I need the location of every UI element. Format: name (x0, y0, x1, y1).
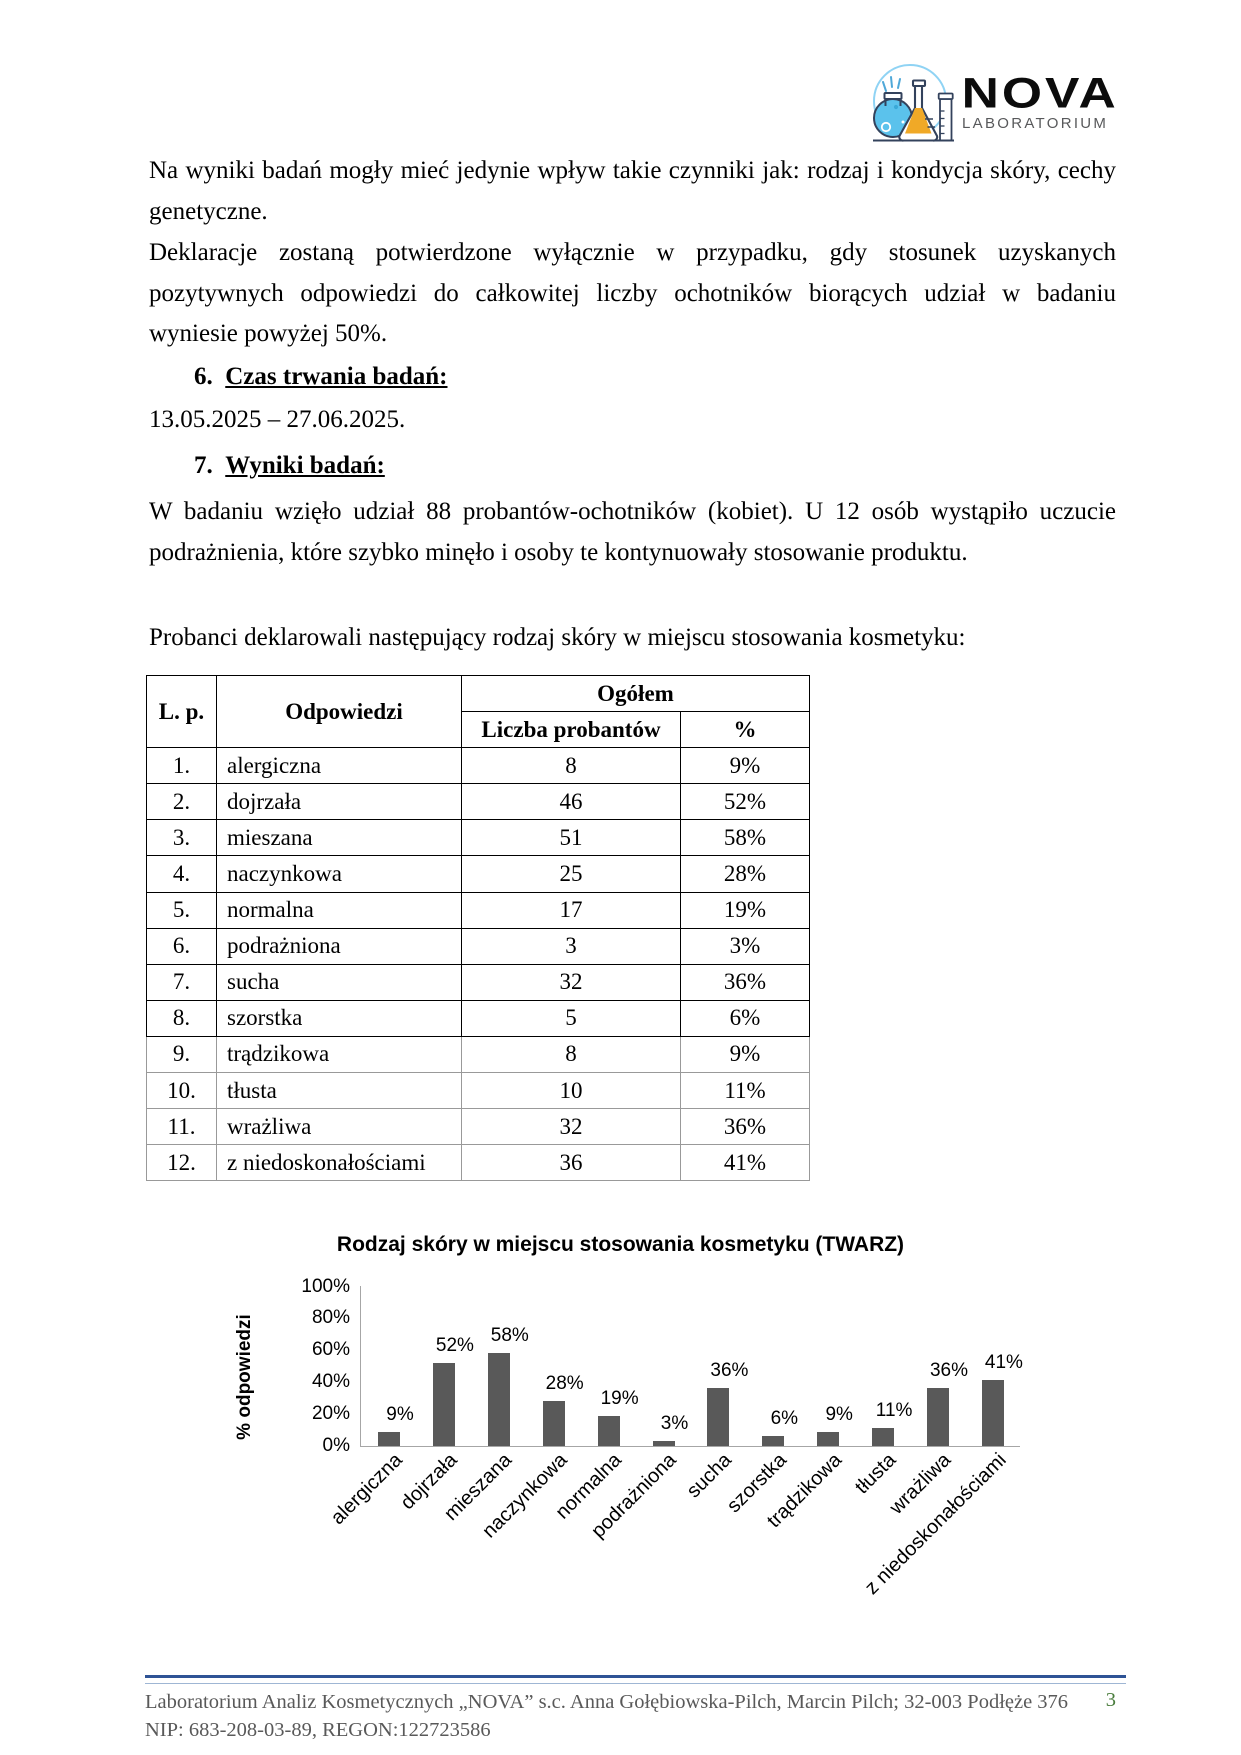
svg-text:NOVA: NOVA (962, 69, 1119, 117)
svg-text:LABORATORIUM: LABORATORIUM (962, 115, 1108, 132)
